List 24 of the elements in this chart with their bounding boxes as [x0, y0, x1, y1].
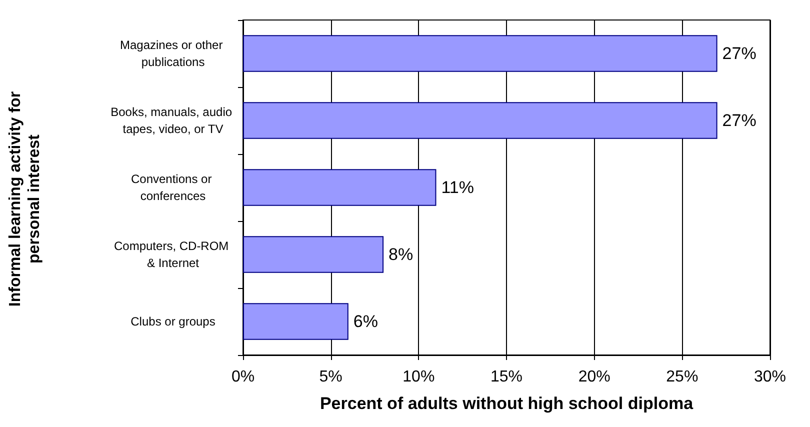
data-label: 6%: [353, 312, 378, 331]
data-label: 27%: [722, 44, 756, 63]
y-tick-label: Computers, CD-ROM & Internet: [114, 239, 232, 270]
y-tick-label: Clubs or groups: [130, 314, 216, 328]
x-tick-label: 20%: [578, 368, 610, 386]
bar: [243, 236, 384, 273]
data-label: 27%: [722, 111, 756, 130]
bar: [243, 169, 436, 206]
data-label: 11%: [441, 178, 474, 197]
x-tick-label: 0%: [231, 368, 255, 386]
x-tick-label: 10%: [402, 368, 435, 386]
x-tick-label: 25%: [666, 368, 698, 386]
x-tick-label: 5%: [319, 368, 342, 386]
x-axis-title: Percent of adults without high school diploma: [320, 394, 694, 413]
y-tick-label: Books, manuals, audio tapes, video, or TV: [110, 105, 236, 136]
data-label: 8%: [388, 245, 414, 264]
bar: [243, 303, 348, 340]
y-axis-title: Informal learning activity for personal interest: [6, 90, 44, 309]
x-tick-label: 30%: [754, 368, 786, 386]
bar: [243, 35, 718, 72]
x-tick-label: 15%: [490, 368, 523, 386]
y-tick-label: Conventions or conferences: [130, 172, 216, 203]
y-tick-label: Magazines or other publications: [120, 38, 226, 69]
bar: [243, 102, 718, 139]
